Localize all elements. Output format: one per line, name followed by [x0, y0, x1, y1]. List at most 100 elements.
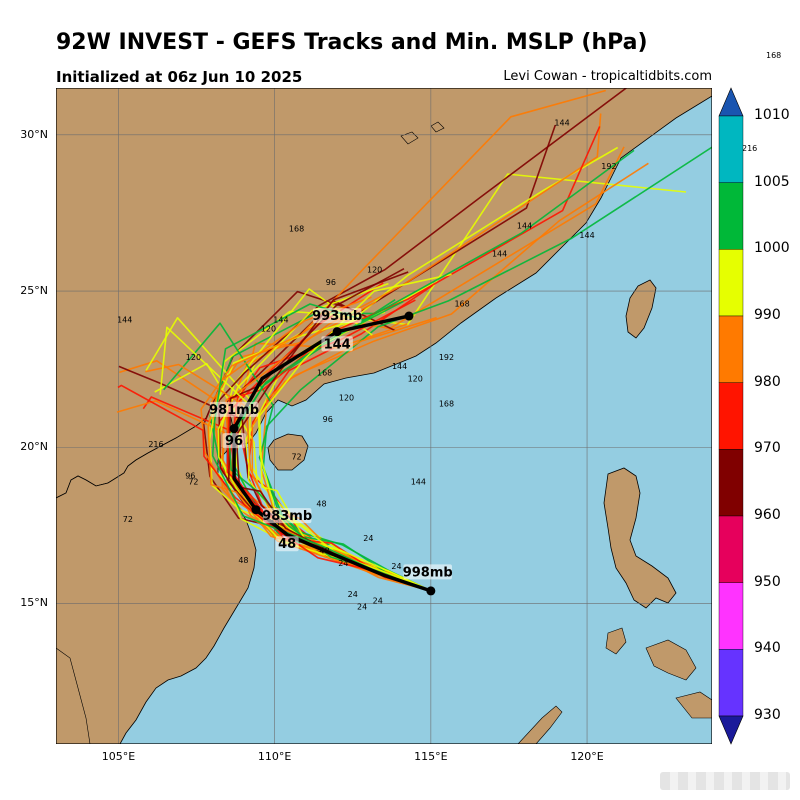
stray-label-216: 216: [742, 144, 758, 153]
hour-label: 144: [392, 362, 407, 371]
hour-label: 144: [411, 478, 426, 487]
hour-label: 168: [454, 300, 469, 309]
pressure-label-bg: [262, 508, 312, 524]
lon-label: 110°E: [257, 750, 292, 763]
hour-label: 120: [186, 353, 201, 362]
lon-label: 115°E: [414, 750, 448, 763]
pressure-label: 998mb: [403, 565, 453, 580]
hour-label: 192: [439, 353, 454, 362]
hour-label: 168: [289, 225, 304, 234]
hour-label: 24: [363, 534, 373, 543]
colorbar-segment: [718, 249, 744, 317]
hour-label: 72: [291, 453, 301, 462]
hour-label: 24: [338, 559, 348, 568]
pressure-label-bg: [275, 536, 299, 552]
hour-label: 144: [117, 315, 132, 324]
hour-label: 24: [357, 603, 367, 612]
colorbar-label: 940: [754, 640, 781, 657]
colorbar-segment: [718, 582, 744, 650]
hour-label: 144: [273, 315, 288, 324]
colorbar-label: 1005: [754, 173, 790, 190]
hour-label: 144: [554, 118, 569, 127]
pressure-label: 96: [225, 434, 243, 449]
hour-label: 168: [317, 368, 332, 377]
pressure-label: 144: [324, 337, 351, 352]
watermark: [660, 772, 790, 790]
lat-label: 25°N: [20, 284, 48, 298]
hour-label: 144: [517, 222, 532, 231]
colorbar-segment: [718, 182, 744, 250]
mean-track-point: [426, 586, 436, 596]
hour-label: 24: [348, 590, 358, 599]
track-map: 2424242424244848484872727296969612012012…: [52, 82, 728, 745]
colorbar-label: 950: [754, 573, 781, 590]
stray-label-168: 168: [766, 51, 782, 60]
pressure-labels: 998mb 983mb 48 981mb 96 993mb 144: [209, 308, 453, 580]
colorbar-label: 990: [754, 307, 781, 323]
mean-track-point: [251, 505, 261, 515]
forecast-hour-labels: 2424242424244848484872727296969612012012…: [117, 118, 616, 611]
pressure-label: 993mb: [312, 309, 362, 324]
hour-label: 72: [188, 478, 198, 487]
hour-label: 216: [148, 440, 163, 449]
colorbar-segment: [718, 315, 744, 383]
mean-track: [229, 311, 436, 596]
colorbar-segment: [718, 382, 744, 450]
pressure-label-bg: [222, 433, 246, 449]
island-zhoushan: [400, 121, 445, 145]
colorbar-label: 980: [754, 373, 781, 390]
colorbar-label: 960: [754, 507, 781, 523]
lon-label: 120°E: [570, 750, 604, 763]
hour-label: 120: [408, 375, 423, 384]
ensemble-track: [258, 273, 452, 592]
pressure-label: 981mb: [209, 403, 259, 418]
colorbar-label: 970: [754, 440, 781, 457]
chart-title: 92W INVEST - GEFS Tracks and Min. MSLP (…: [56, 30, 648, 55]
credit-text: Levi Cowan - tropicaltidbits.com: [503, 69, 712, 84]
ensemble-track: [211, 149, 635, 592]
hour-label: 72: [123, 515, 133, 524]
island-luzon: [603, 467, 677, 609]
hour-label: 96: [323, 415, 333, 424]
pressure-colorbar: [718, 87, 744, 745]
island-hainan: [267, 433, 309, 471]
colorbar-segment: [718, 449, 744, 517]
graticule: [52, 88, 712, 744]
hour-label: 96: [185, 471, 195, 480]
colorbar-label: 930: [754, 707, 781, 723]
lat-label: 15°N: [20, 596, 48, 610]
colorbar-bottom-arrow: [718, 715, 744, 745]
hour-label: 96: [326, 278, 336, 287]
hour-label: 168: [439, 400, 454, 409]
mean-track-point: [332, 327, 342, 337]
hour-label: 48: [238, 556, 248, 565]
hour-label: 48: [316, 500, 326, 509]
pressure-label-bg: [209, 401, 259, 417]
pressure-label: 983mb: [262, 509, 312, 524]
island-mindoro: [605, 627, 627, 655]
island-taiwan: [625, 279, 657, 339]
mean-track-point: [229, 423, 239, 433]
hour-label: 120: [261, 325, 276, 334]
colorbar-label: 1010: [754, 107, 790, 123]
hour-label: 144: [579, 231, 594, 240]
pressure-label-bg: [312, 308, 362, 324]
colorbar-label: 1000: [754, 240, 790, 257]
hour-label: 120: [339, 393, 354, 402]
pressure-label: 48: [278, 537, 296, 552]
hour-label: 144: [492, 250, 507, 259]
mean-track-point: [404, 311, 414, 321]
lat-label: 30°N: [20, 127, 48, 141]
lon-label: 105°E: [101, 750, 136, 763]
hour-label: 120: [367, 265, 382, 274]
pressure-label-bg: [321, 336, 353, 352]
map-svg: 2424242424244848484872727296969612012012…: [52, 82, 728, 745]
mean-track-line: [232, 314, 432, 593]
colorbar-top-arrow: [718, 87, 744, 117]
colorbar-segment: [718, 649, 744, 717]
hour-label: 192: [601, 162, 616, 171]
ensemble-track: [117, 384, 432, 592]
colorbar-segment: [718, 515, 744, 583]
colorbar-segment: [718, 115, 744, 183]
pressure-label-bg: [403, 564, 452, 580]
